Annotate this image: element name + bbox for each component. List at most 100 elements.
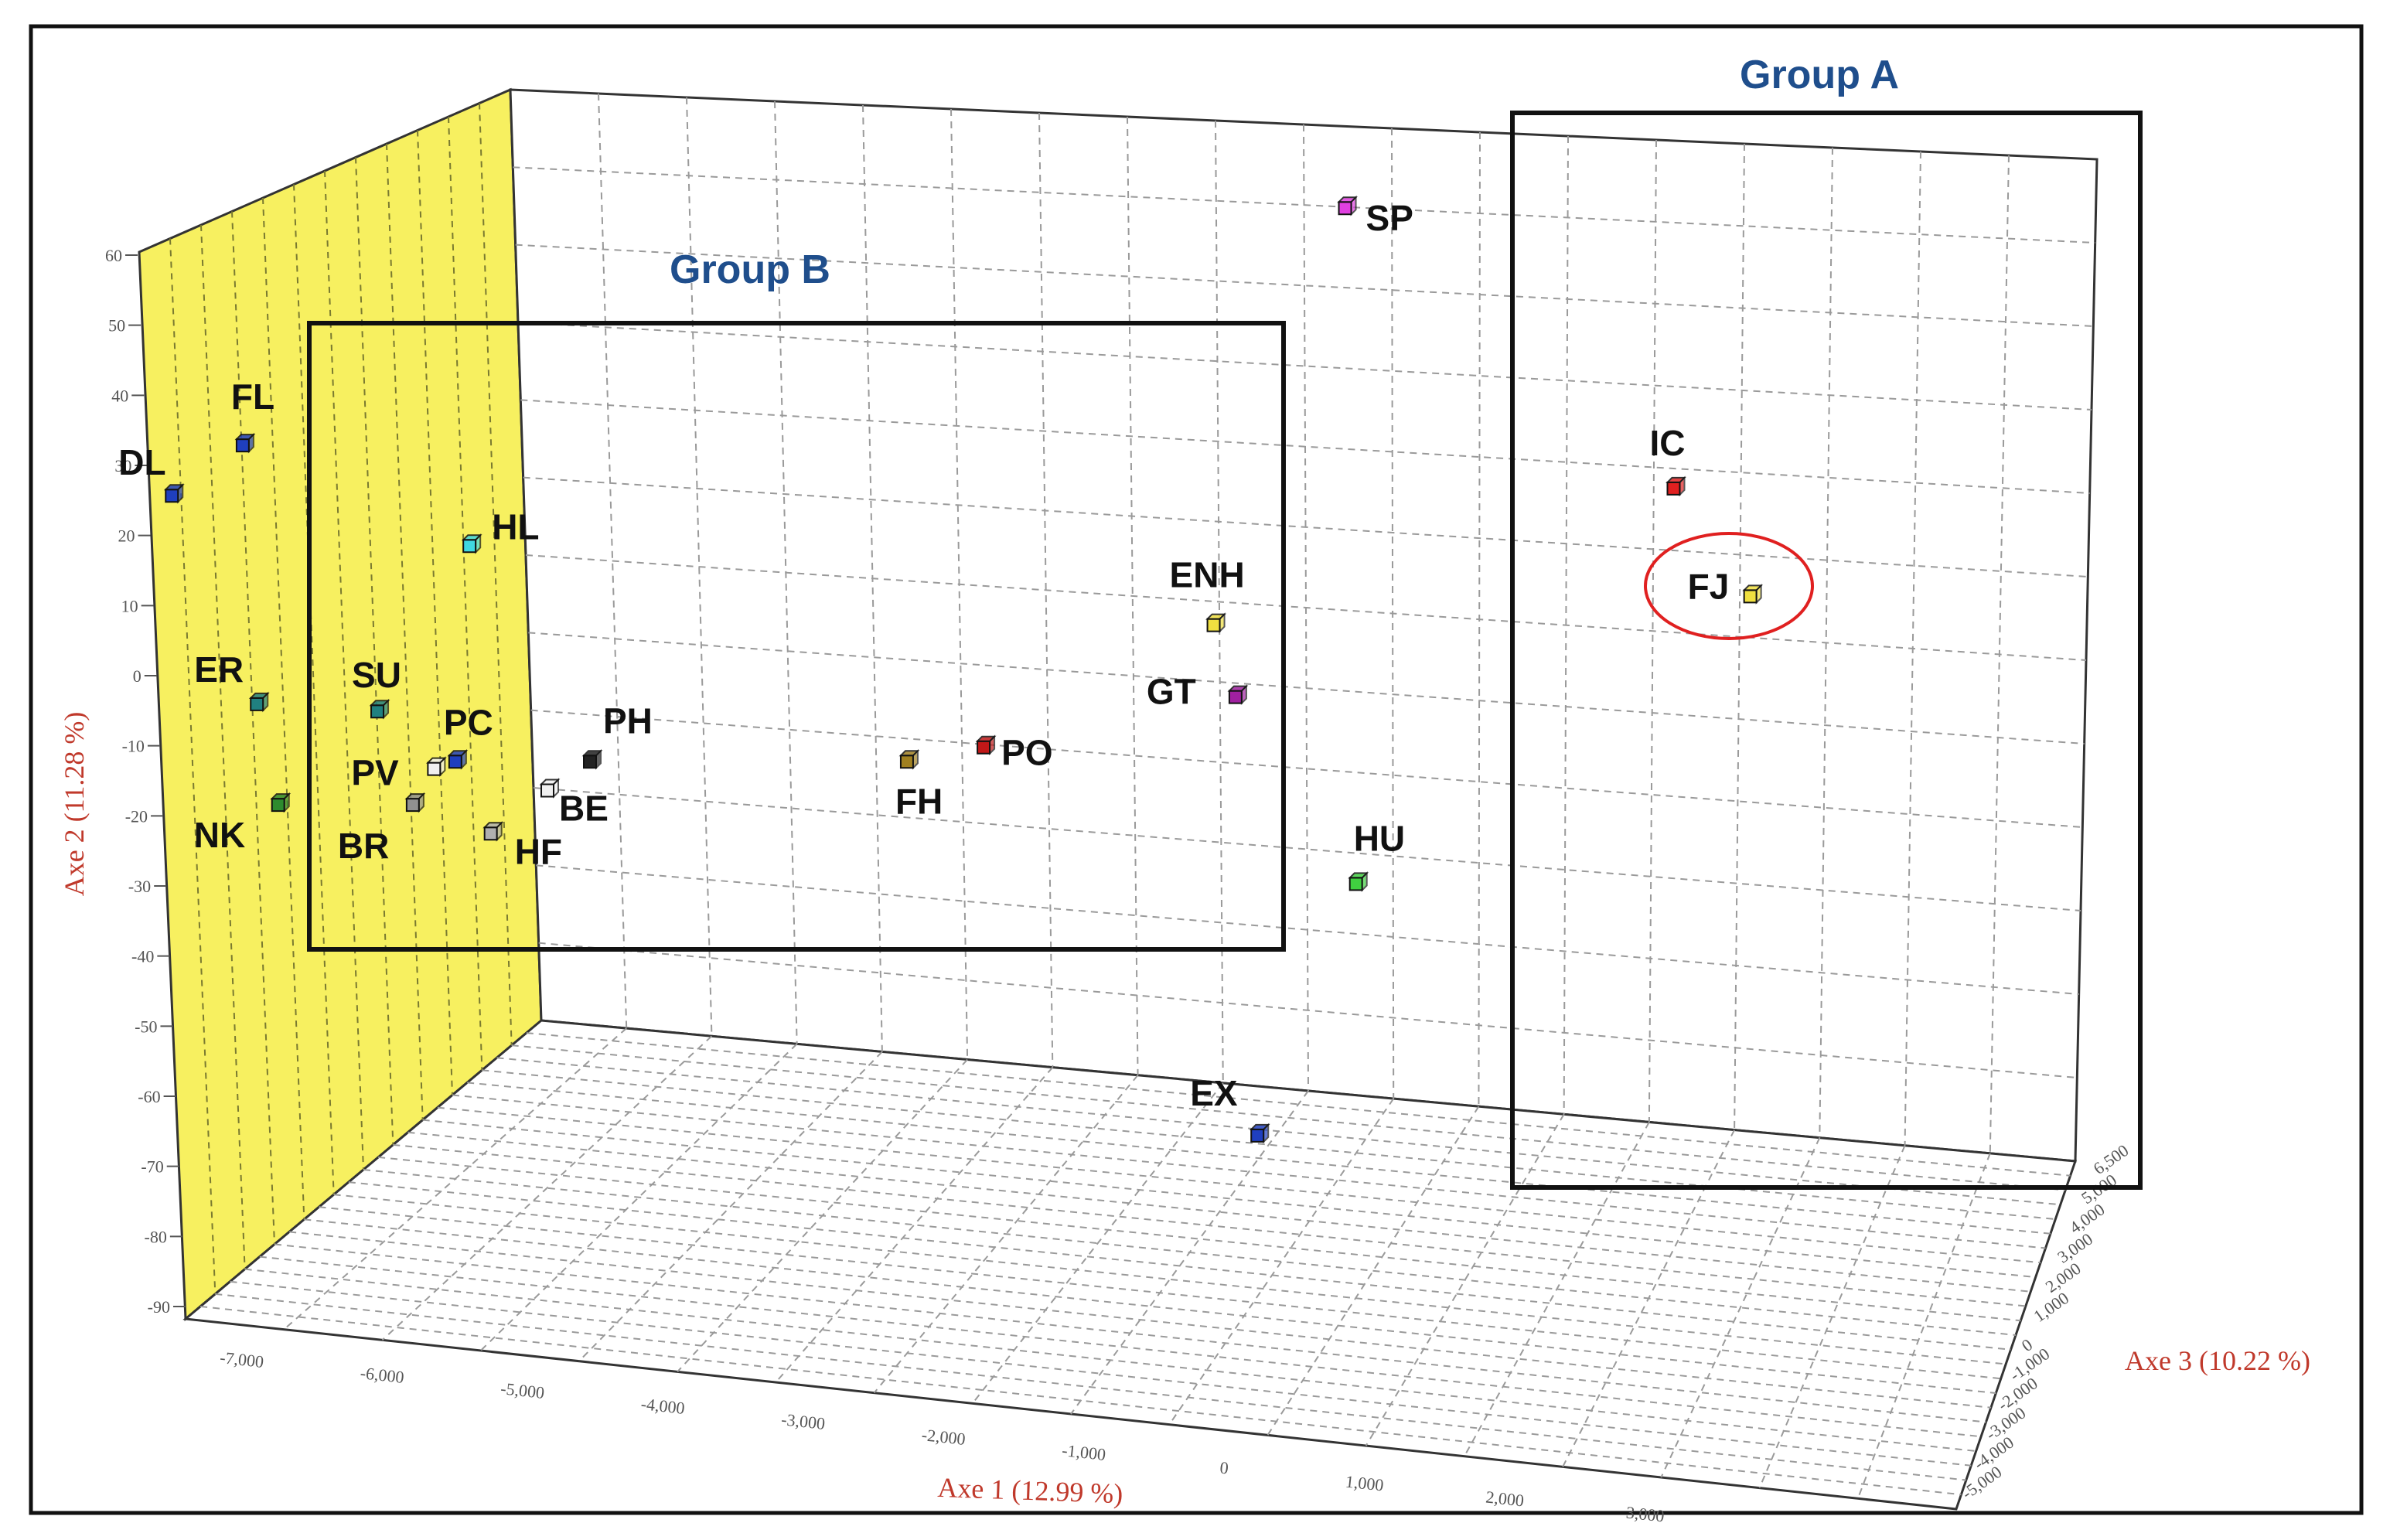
point-hf: HF	[482, 820, 562, 871]
grid-line	[525, 554, 2087, 661]
point-enh: ENH	[1170, 555, 1245, 634]
point-marker-side	[460, 748, 467, 770]
x-tick-label: -7,000	[219, 1348, 264, 1371]
y-tick-label: 0	[133, 666, 141, 686]
grid-line	[528, 632, 2085, 744]
point-marker-side	[439, 756, 446, 778]
x-tick-label: -2,000	[921, 1425, 967, 1449]
point-pc: PC	[444, 702, 493, 770]
point-po: PO	[975, 733, 1053, 773]
x-tick-label: 3,000	[1625, 1503, 1665, 1526]
grid-line	[437, 1106, 2041, 1264]
grid-line	[448, 116, 483, 1071]
point-marker-front	[1228, 690, 1243, 704]
y-tick-label: -60	[138, 1087, 160, 1106]
x-tick-label: 0	[1219, 1458, 1230, 1478]
grid-line	[363, 1169, 2017, 1336]
x-tick-label: -5,000	[499, 1378, 545, 1402]
grid-line	[215, 1293, 1966, 1481]
point-marker-side	[177, 482, 184, 504]
y-tick-label: -70	[141, 1157, 163, 1177]
point-label: SU	[352, 655, 401, 695]
point-marker-front	[462, 539, 477, 554]
point-label: PC	[444, 702, 493, 742]
grid-line	[467, 1082, 2051, 1235]
point-gt: GT	[1147, 672, 1249, 712]
grid-line	[348, 1181, 2011, 1351]
highlight-circle	[1644, 532, 1814, 640]
grid-line	[598, 93, 628, 1029]
point-label: HL	[492, 506, 539, 547]
y-tick-label: -30	[128, 877, 151, 896]
y-tick-label: 30	[114, 456, 131, 475]
point-marker-front	[235, 438, 250, 453]
y-tick-label: -50	[135, 1017, 157, 1036]
x-axis-title: Axe 1 (12.99 %)	[937, 1472, 1123, 1509]
point-marker-front	[250, 697, 264, 711]
grid-line	[293, 184, 335, 1195]
grid-line	[422, 1119, 2036, 1278]
point-pv: PV	[351, 753, 447, 793]
x-tick-label: 2,000	[1485, 1487, 1525, 1511]
point-label: FJ	[1688, 566, 1730, 606]
grid-line	[775, 1067, 1054, 1383]
point-marker-front	[1250, 1128, 1265, 1143]
grid-line	[200, 224, 246, 1269]
grid-lines	[169, 93, 2095, 1499]
point-marker-side	[496, 820, 503, 842]
point-fj: FJ	[1688, 566, 1764, 606]
grid-line	[378, 1156, 2021, 1322]
grid-line	[262, 197, 305, 1220]
point-marker-front	[977, 740, 991, 755]
point-fh: FH	[895, 748, 943, 821]
point-label: PV	[351, 753, 399, 793]
x-axis-ticks: -7,000 -6,000 -5,000 -4,000 -3,000 -2,000 -1,0…	[219, 1348, 1665, 1525]
grid-line	[523, 476, 2088, 578]
point-ph: PH	[581, 700, 653, 770]
point-marker-side	[553, 778, 560, 799]
point-hl: HL	[461, 506, 540, 554]
point-label: BE	[559, 789, 609, 829]
grid-line	[231, 211, 275, 1245]
point-sp: SP	[1337, 195, 1413, 238]
point-marker-front	[483, 826, 498, 841]
point-label: PH	[603, 700, 653, 741]
point-marker-front	[1666, 481, 1681, 496]
point-br: BR	[338, 792, 426, 866]
z-axis-title: Axe 3 (10.22 %)	[2125, 1345, 2310, 1376]
y-tick-label: -90	[148, 1297, 170, 1317]
data-points: CLSHFLDLHLERSUPCPHPVBENKBRHFSPICENHFJGTP…	[118, 195, 1764, 1144]
point-ic: IC	[1649, 423, 1686, 497]
y-axis-title: Axe 2 (11.28 %)	[59, 712, 90, 897]
point-ex: EX	[1190, 1073, 1270, 1144]
y-tick-label: 50	[108, 316, 125, 336]
point-marker-side	[1350, 195, 1357, 216]
y-tick-label: -40	[131, 947, 154, 966]
grid-line	[482, 1069, 2056, 1220]
point-marker-side	[262, 691, 269, 713]
point-marker-front	[405, 798, 420, 813]
grid-line	[200, 1305, 1962, 1496]
point-marker-front	[899, 755, 914, 769]
group-b-label: Group B	[670, 247, 830, 292]
group-a-label: Group A	[1740, 53, 1899, 97]
grid-line	[1168, 1098, 1395, 1426]
point-label: HU	[1354, 818, 1405, 858]
point-marker-front	[1348, 877, 1363, 891]
grid-line	[289, 1231, 1992, 1409]
point-marker-front	[448, 755, 462, 769]
grid-line	[513, 166, 2095, 244]
point-label: DL	[118, 442, 165, 482]
grid-line	[526, 1032, 2071, 1177]
grid-line	[520, 399, 2090, 494]
point-label: BR	[338, 826, 389, 866]
point-er: ER	[194, 649, 270, 713]
grid-line	[515, 244, 2094, 327]
point-marker-side	[475, 533, 482, 554]
point-marker-side	[989, 734, 996, 756]
grid-line	[538, 942, 2078, 1078]
grid-line	[304, 1218, 1996, 1394]
grid-line	[259, 1256, 1982, 1438]
point-marker-front	[540, 783, 555, 798]
